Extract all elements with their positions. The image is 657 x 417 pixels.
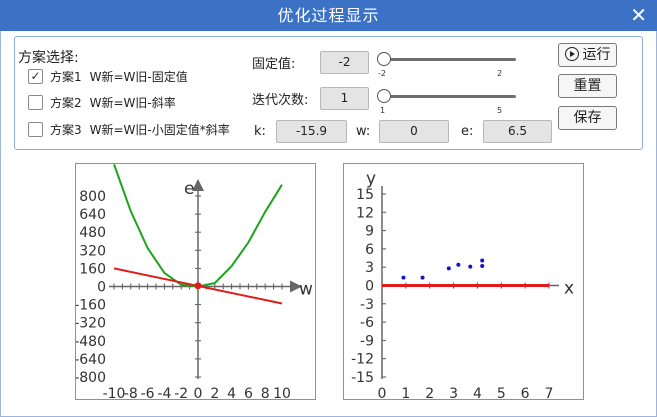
y-tick-label: -640 xyxy=(76,352,106,368)
scatter-point xyxy=(480,258,485,263)
iterations-label: 迭代次数: xyxy=(252,93,309,108)
scheme-option-name: 方案2 xyxy=(50,95,82,110)
x-tick-label: -4 xyxy=(157,386,171,399)
current-point xyxy=(194,282,202,290)
x-tick-label: 4 xyxy=(473,386,482,399)
x-tick-label: 8 xyxy=(261,386,270,399)
y-tick-label: -3 xyxy=(360,297,374,313)
scheme-option-formula: W新=W旧-固定值 xyxy=(89,69,188,84)
scheme-option-2[interactable]: 方案2 W新=W旧-斜率 xyxy=(28,93,176,111)
y-tick-label: -800 xyxy=(76,370,106,386)
y-axis-label: e xyxy=(184,179,194,199)
y-tick-label: -480 xyxy=(76,334,106,350)
y-tick-label: 0 xyxy=(365,279,374,295)
x-tick-label: 10 xyxy=(273,386,291,399)
scatter-chart: 15 12 9 6 3 0 -3 -6 -9 -12 -15 0 1 2 3 4 5 6 7 x y xyxy=(343,163,584,402)
y-tick-label: 320 xyxy=(79,243,106,259)
close-icon[interactable]: ✕ xyxy=(630,3,647,27)
y-tick-label: 12 xyxy=(356,205,374,221)
error-curve-chart: 800 640 480 320 160 0 -160 -320 -480 -640 -800 -10-… xyxy=(74,163,316,402)
x-tick-label: 0 xyxy=(194,386,203,399)
fixed-value-field[interactable]: -2 xyxy=(320,51,369,74)
scatter-point xyxy=(468,264,473,269)
x-axis-label: x xyxy=(564,279,574,299)
scheme-option-formula: W新=W旧-小固定值*斜率 xyxy=(89,122,230,137)
x-tick-label: 1 xyxy=(401,386,410,399)
y-tick-label: -160 xyxy=(76,298,106,314)
x-tick-label: 6 xyxy=(244,386,253,399)
y-tick-label: -320 xyxy=(76,316,106,332)
y-tick-label: -9 xyxy=(360,333,374,349)
y-tick-label: 0 xyxy=(97,280,106,296)
x-tick-label: -8 xyxy=(124,386,138,399)
y-axis-arrow xyxy=(192,179,204,191)
y-tick-label: 15 xyxy=(356,187,374,203)
x-tick-label: 2 xyxy=(425,386,434,399)
scheme-option-3[interactable]: 方案3 W新=W旧-小固定值*斜率 xyxy=(28,120,230,138)
fixed-value-slider-thumb[interactable] xyxy=(377,52,391,66)
k-value: -15.9 xyxy=(276,120,347,143)
x-tick-label: 3 xyxy=(449,386,458,399)
scatter-point xyxy=(456,262,461,267)
fixed-value-slider[interactable] xyxy=(381,58,516,61)
scheme-option-name: 方案1 xyxy=(50,69,82,84)
scatter-point xyxy=(446,266,451,271)
run-button[interactable]: 运行 xyxy=(558,43,617,67)
scheme-option-name: 方案3 xyxy=(50,122,82,137)
y-tick-label: -12 xyxy=(351,352,374,368)
x-tick-label: 7 xyxy=(545,386,554,399)
scatter-point xyxy=(401,275,406,280)
iterations-slider-max: 5 xyxy=(497,106,503,115)
x-tick-label: 0 xyxy=(378,386,387,399)
reset-button[interactable]: 重置 xyxy=(558,74,617,98)
scheme-option-1[interactable]: ✓ 方案1 W新=W旧-固定值 xyxy=(28,67,188,85)
y-tick-label: -15 xyxy=(351,370,374,386)
x-tick-label: -10 xyxy=(103,386,126,399)
e-value: 6.5 xyxy=(483,120,552,143)
k-label: k: xyxy=(254,124,266,139)
iterations-slider-min: 1 xyxy=(380,106,386,115)
fixed-slider-min: -2 xyxy=(378,69,386,78)
y-axis-label: y xyxy=(366,169,376,189)
y-tick-label: -6 xyxy=(360,315,374,331)
w-value: 0 xyxy=(379,120,449,143)
save-button[interactable]: 保存 xyxy=(558,106,617,130)
y-tick-label: 800 xyxy=(79,189,106,205)
x-axis-arrow xyxy=(290,280,302,293)
iterations-slider-thumb[interactable] xyxy=(377,89,391,103)
x-axis-label: w xyxy=(299,280,313,300)
y-tick-label: 9 xyxy=(365,224,374,240)
y-tick-label: 480 xyxy=(79,225,106,241)
w-label: w: xyxy=(356,124,371,139)
scheme-title: 方案选择: xyxy=(18,50,79,66)
x-tick-label: 4 xyxy=(227,386,236,399)
scatter-point xyxy=(480,263,485,268)
e-label: e: xyxy=(461,124,474,139)
x-tick-label: 6 xyxy=(521,386,530,399)
error-curve-plot: 8006404803201600-160-320-480-640-800-10-… xyxy=(74,164,313,402)
play-circle-icon xyxy=(564,47,579,61)
x-tick-label: 2 xyxy=(210,386,219,399)
fixed-slider-max: 2 xyxy=(497,69,503,78)
y-tick-label: 3 xyxy=(365,260,374,276)
iterations-field[interactable]: 1 xyxy=(320,87,369,110)
x-tick-label: 5 xyxy=(497,386,506,399)
y-tick-label: 640 xyxy=(79,207,106,223)
title-bar: 优化过程显示 ✕ xyxy=(0,0,657,31)
scheme-option-formula: W新=W旧-斜率 xyxy=(89,95,176,110)
x-tick-label: -2 xyxy=(174,386,188,399)
y-tick-label: 160 xyxy=(79,261,106,277)
x-tick-label: -6 xyxy=(141,386,155,399)
checkbox-icon[interactable] xyxy=(28,94,43,110)
checkbox-checked-icon[interactable]: ✓ xyxy=(28,68,43,84)
scatter-point xyxy=(420,275,425,280)
window-title: 优化过程显示 xyxy=(277,6,380,25)
fixed-value-label: 固定值: xyxy=(252,57,296,72)
y-tick-label: 6 xyxy=(365,242,374,258)
iterations-slider[interactable] xyxy=(381,95,516,98)
run-button-label: 运行 xyxy=(582,47,611,63)
checkbox-icon[interactable] xyxy=(28,121,43,137)
